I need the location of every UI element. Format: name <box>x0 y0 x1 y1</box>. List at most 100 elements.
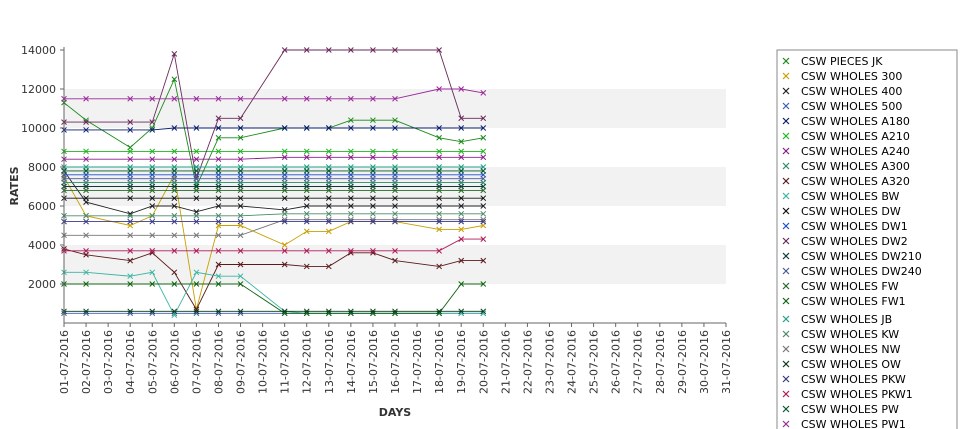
data-point <box>171 168 178 174</box>
point-mark <box>370 154 376 161</box>
data-point <box>215 168 222 174</box>
legend-marker <box>782 375 790 383</box>
point-mark <box>149 218 156 225</box>
point-mark <box>171 269 178 276</box>
data-point <box>325 228 332 235</box>
data-point <box>436 226 442 233</box>
point-mark <box>303 168 310 174</box>
x-tick-label: 03-07-2016 <box>102 330 115 394</box>
point-mark <box>348 308 354 315</box>
point-mark <box>193 175 200 182</box>
data-point <box>480 203 487 209</box>
point-mark <box>458 175 465 182</box>
data-point <box>149 187 156 194</box>
x-tick-label: 13-07-2016 <box>323 330 336 394</box>
legend-marker <box>782 72 790 80</box>
legend-marker <box>782 315 790 323</box>
data-point <box>392 308 398 315</box>
legend-label: CSW WHOLES DW240 <box>801 265 922 278</box>
point-mark <box>127 156 134 163</box>
data-point <box>392 218 398 225</box>
point-mark <box>193 247 200 254</box>
data-point <box>215 195 222 202</box>
data-point <box>149 148 156 155</box>
legend-label: CSW WHOLES FW <box>801 280 899 293</box>
data-point <box>325 95 332 102</box>
data-point <box>348 187 354 194</box>
data-point <box>458 168 465 174</box>
point-mark <box>480 257 487 264</box>
y-tick-label: 12000 <box>21 83 56 96</box>
point-mark <box>127 195 134 202</box>
point-mark <box>370 203 376 209</box>
data-point <box>303 175 310 182</box>
data-point <box>193 281 200 287</box>
point-mark <box>392 195 398 202</box>
data-point <box>149 95 156 102</box>
data-point <box>149 232 156 239</box>
point-mark <box>171 76 178 83</box>
data-point <box>83 269 89 276</box>
data-point <box>215 308 222 315</box>
point-mark <box>127 273 134 280</box>
point-mark <box>370 247 376 254</box>
legend-item: CSW WHOLES PKW1 <box>782 388 913 401</box>
data-point <box>348 175 354 182</box>
data-point <box>348 247 354 254</box>
data-point <box>83 148 89 155</box>
legend-label: CSW WHOLES NW <box>801 343 901 356</box>
data-point <box>436 125 442 131</box>
data-point <box>436 218 442 225</box>
data-point <box>348 95 354 102</box>
point-mark <box>83 195 89 202</box>
point-mark <box>171 232 178 239</box>
point-mark <box>392 247 398 254</box>
point-mark <box>83 95 89 102</box>
legend-label: CSW WHOLES KW <box>801 328 899 341</box>
legend-item: CSW WHOLES JB <box>782 313 892 326</box>
x-tick-label: 30-07-2016 <box>698 330 711 394</box>
point-mark <box>215 115 222 122</box>
data-point <box>480 218 487 225</box>
data-point <box>458 236 465 243</box>
data-point <box>392 168 398 174</box>
point-mark <box>83 175 89 182</box>
legend-label: CSW WHOLES PKW <box>801 373 906 386</box>
point-mark <box>149 127 156 133</box>
point-mark <box>458 125 465 131</box>
data-point <box>215 232 222 239</box>
data-point <box>237 261 244 268</box>
data-point <box>193 269 200 276</box>
data-point <box>237 175 244 182</box>
point-mark <box>171 51 178 57</box>
point-mark <box>237 195 244 202</box>
point-mark <box>458 257 465 264</box>
data-point <box>370 47 376 53</box>
point-mark <box>193 308 200 315</box>
point-mark <box>303 148 310 155</box>
legend-marker <box>782 282 790 290</box>
data-point <box>458 210 465 217</box>
data-point <box>237 247 244 254</box>
data-point <box>83 195 89 202</box>
legend-item: CSW WHOLES DW1 <box>782 220 908 233</box>
data-point <box>370 247 376 254</box>
data-point <box>237 115 244 122</box>
point-mark <box>171 156 178 163</box>
data-point <box>83 127 89 133</box>
data-point <box>215 148 222 155</box>
point-mark <box>149 212 156 219</box>
point-mark <box>171 195 178 202</box>
data-point <box>392 187 398 194</box>
point-mark <box>480 236 487 243</box>
point-mark <box>436 187 442 194</box>
point-mark <box>281 95 288 102</box>
data-point <box>392 257 398 264</box>
data-point <box>237 195 244 202</box>
point-mark <box>458 210 465 217</box>
x-tick-label: 11-07-2016 <box>279 330 292 394</box>
data-point <box>237 232 244 239</box>
point-mark <box>303 195 310 202</box>
point-mark <box>458 218 465 225</box>
legend-label: CSW WHOLES JB <box>801 313 892 326</box>
